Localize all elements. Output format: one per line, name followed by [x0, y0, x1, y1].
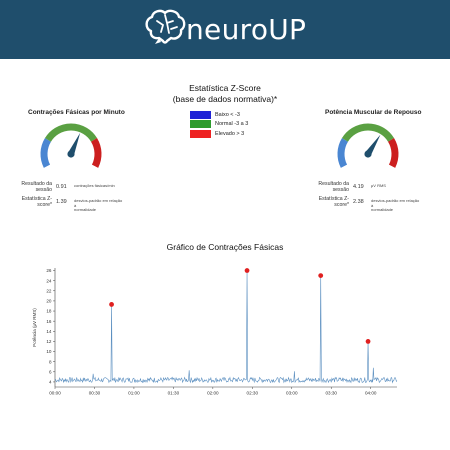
legend-item-normal: Normal -3 a 3 [190, 120, 248, 129]
gauge-band-normal [44, 123, 98, 142]
y-tick-label: 16 [46, 319, 52, 324]
gauge-needle-hub [67, 150, 75, 158]
peak-marker[interactable] [244, 268, 250, 273]
y-tick-label: 26 [46, 268, 52, 273]
session-result-value: 4.19 [353, 184, 364, 190]
legend-label-high: Elevado > 3 [215, 130, 245, 137]
x-tick-label: 02:00 [207, 391, 219, 396]
legend-swatch-normal [190, 120, 211, 128]
zscore-unit: desvios-padrão em relação à normalidade [74, 198, 123, 213]
y-tick-label: 20 [46, 299, 52, 304]
gauge-title-muscle-power: Potência Muscular de Repouso [325, 109, 422, 116]
zscore-value: 1.39 [56, 199, 67, 205]
chart-title: Gráfico de Contrações Fásicas [166, 242, 284, 252]
peak-marker[interactable] [365, 339, 371, 344]
gauge-band-high [387, 138, 399, 168]
x-tick-label: 03:00 [286, 391, 298, 396]
zscore-legend: Baixo < -3 Normal -3 a 3 Elevado > 3 [190, 110, 248, 139]
legend-label-normal: Normal -3 a 3 [215, 121, 249, 127]
y-tick-label: 10 [46, 349, 52, 354]
y-tick-label: 18 [46, 309, 52, 314]
session-result-unit: μV RMS [371, 183, 386, 188]
legend-item-high: Elevado > 3 [190, 129, 248, 138]
x-tick-label: 00:00 [49, 391, 61, 396]
gauge-needle [68, 132, 81, 156]
x-tick-label: 04:00 [365, 391, 377, 396]
y-tick-label: 6 [49, 369, 52, 374]
gauge-title-phasic: Contrações Fásicas por Minuto [28, 109, 125, 116]
legend-item-low: Baixo < -3 [190, 110, 248, 119]
zscore-title: Estatística Z-Score (base de dados norma… [172, 83, 278, 104]
brand-name: neuroUP [186, 13, 307, 46]
phasic-contractions-chart: Potência (μV RMS) 4 6 8 10 12 14 16 18 20 22 24 26 00… [32, 268, 398, 396]
x-tick-label: 00:30 [89, 391, 101, 396]
gauge-band-high [90, 138, 102, 168]
y-tick-label: 22 [46, 288, 52, 293]
peak-marker[interactable] [318, 273, 324, 278]
brain-icon [145, 9, 186, 44]
legend-swatch-high [190, 129, 211, 138]
legend-label-low: Baixo < -3 [215, 111, 240, 118]
zscore-value: 2.38 [353, 199, 364, 205]
gauge-band-low [40, 138, 52, 168]
app-header: neuroUP [0, 0, 450, 59]
series-line [54, 270, 398, 384]
gauge-needle-hub [364, 150, 372, 158]
y-tick-label: 24 [46, 278, 52, 283]
gauge-band-low [337, 138, 349, 168]
legend-swatch-low [190, 110, 211, 119]
x-tick-label: 03:30 [325, 391, 337, 396]
session-result-value: 0.91 [56, 184, 67, 190]
gauge-band-normal [341, 123, 395, 142]
y-tick-label: 14 [46, 329, 52, 334]
gauge-muscle-power [337, 123, 399, 168]
y-tick-label: 8 [49, 359, 52, 364]
gauge-phasic [40, 123, 102, 168]
gauge-needle [365, 134, 381, 156]
zscore-unit: desvios-padrão em relação à normalidade [371, 198, 420, 213]
x-tick-label: 02:30 [247, 391, 259, 396]
y-tick-label: 12 [46, 339, 52, 344]
y-axis-label: Potência (μV RMS) [32, 308, 37, 347]
x-tick-label: 01:30 [168, 391, 180, 396]
peak-marker[interactable] [109, 302, 114, 307]
x-tick-label: 01:00 [128, 391, 140, 396]
session-result-unit: contrações fásicas/min [74, 183, 115, 188]
y-tick-label: 4 [49, 380, 52, 385]
